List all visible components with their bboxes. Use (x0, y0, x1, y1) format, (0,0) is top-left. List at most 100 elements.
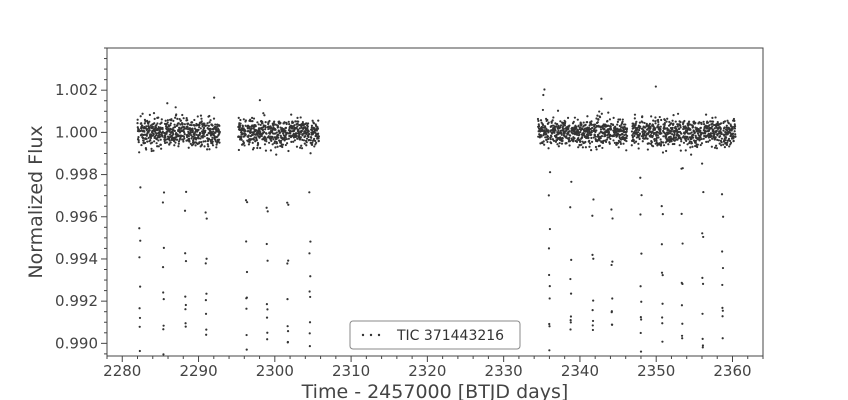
data-point (678, 127, 681, 130)
data-point (309, 141, 312, 145)
data-point (723, 126, 726, 129)
data-point (184, 295, 187, 298)
data-point (691, 145, 694, 148)
data-point (728, 145, 731, 148)
data-point (203, 145, 206, 148)
data-point (667, 143, 670, 146)
data-point (566, 116, 570, 119)
data-point (293, 124, 296, 127)
data-point (689, 146, 692, 149)
data-point (596, 121, 599, 124)
data-point (251, 141, 254, 144)
data-point (558, 141, 561, 145)
data-point (646, 137, 649, 140)
data-point (181, 122, 184, 125)
data-point (273, 141, 276, 145)
data-point (167, 127, 170, 130)
data-point (539, 142, 542, 145)
data-point (555, 136, 558, 139)
data-point (560, 131, 563, 135)
data-point (544, 131, 547, 134)
data-point (138, 325, 141, 328)
data-point (580, 123, 583, 126)
data-point (570, 258, 573, 261)
data-point (591, 214, 594, 217)
data-point (300, 129, 304, 132)
data-point (721, 337, 724, 340)
data-point (214, 123, 217, 126)
data-point (730, 129, 733, 132)
data-point (298, 133, 301, 136)
data-point (733, 125, 737, 128)
data-point (660, 132, 663, 135)
data-point (609, 125, 612, 128)
data-point (706, 121, 710, 124)
data-point (218, 141, 221, 144)
data-point (140, 122, 143, 125)
data-point (592, 257, 595, 260)
data-point (698, 138, 702, 141)
data-point (248, 125, 251, 128)
data-point (211, 144, 215, 147)
data-point (648, 122, 652, 125)
data-point (660, 118, 663, 122)
data-point (718, 142, 721, 145)
data-point (625, 137, 628, 140)
data-point (654, 122, 657, 125)
data-point (698, 121, 701, 124)
data-point (615, 130, 618, 133)
x-tick-label: 2350 (637, 362, 675, 380)
data-point (634, 140, 638, 143)
data-point (641, 121, 644, 124)
data-point (267, 121, 270, 124)
data-point (711, 125, 714, 128)
data-point (726, 141, 729, 144)
data-point (210, 138, 214, 141)
data-point (204, 312, 208, 315)
plot-frame (106, 47, 764, 357)
data-point (553, 131, 556, 134)
data-point (682, 127, 685, 131)
y-tick-label: 0.994 (55, 250, 98, 268)
data-point (198, 126, 201, 129)
data-point (611, 217, 614, 220)
data-point (194, 130, 197, 133)
data-point (734, 135, 737, 138)
data-point (552, 116, 555, 119)
data-point (271, 143, 274, 146)
data-point (309, 152, 312, 155)
data-point (252, 117, 256, 120)
data-point (661, 316, 664, 319)
x-tick-label: 2320 (408, 362, 446, 380)
data-point (217, 138, 221, 141)
data-point (247, 143, 251, 146)
data-point (727, 137, 731, 140)
data-point (725, 143, 729, 146)
data-point (651, 134, 654, 138)
data-point (734, 133, 737, 136)
data-point (671, 133, 674, 136)
data-point (699, 143, 702, 147)
data-point (701, 312, 704, 315)
data-point (150, 141, 154, 144)
data-point (205, 328, 208, 331)
data-point (681, 337, 684, 340)
data-point (202, 132, 206, 135)
data-point (214, 140, 217, 143)
data-point (658, 126, 661, 129)
data-point (259, 123, 262, 127)
data-point (625, 149, 628, 152)
data-point (588, 145, 591, 148)
data-point (592, 198, 595, 201)
data-point (307, 135, 310, 139)
data-point (178, 128, 181, 132)
data-point (638, 121, 642, 124)
data-point (271, 135, 274, 138)
data-point (650, 115, 653, 118)
data-point (607, 111, 610, 114)
data-point (624, 123, 627, 126)
data-point (286, 325, 289, 328)
data-point (604, 134, 607, 137)
data-point (641, 140, 644, 143)
data-point (311, 141, 314, 144)
